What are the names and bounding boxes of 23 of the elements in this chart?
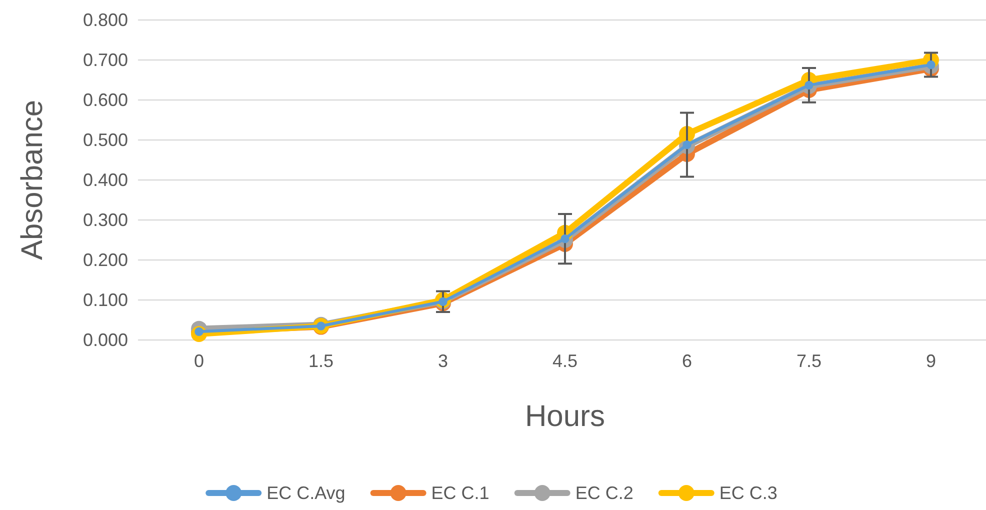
- y-tick-label: 0.800: [82, 10, 128, 30]
- y-tick-label: 0.400: [82, 170, 128, 190]
- x-tick-label: 9: [926, 350, 936, 371]
- legend-label: EC C.1: [431, 483, 490, 503]
- legend-label: EC C.2: [575, 483, 634, 503]
- y-axis-title: Absorbance: [16, 100, 49, 260]
- x-tick-label: 0: [194, 350, 204, 371]
- x-axis-title: Hours: [524, 400, 606, 433]
- x-tick-label: 7.5: [796, 350, 822, 371]
- x-tick-label: 6: [682, 350, 692, 371]
- x-tick-label: 3: [438, 350, 448, 371]
- y-tick-label: 0.500: [82, 130, 128, 150]
- x-tick-label: 1.5: [308, 350, 334, 371]
- x-tick-label: 4.5: [552, 350, 578, 371]
- y-tick-label: 0.600: [82, 90, 128, 110]
- y-tick-label: 0.700: [82, 50, 128, 70]
- y-tick-label: 0.000: [82, 330, 128, 350]
- point: [804, 80, 814, 90]
- y-tick-label: 0.100: [82, 290, 128, 310]
- y-tick-label: 0.200: [82, 250, 128, 270]
- legend-label: EC C.Avg: [266, 483, 346, 503]
- legend-label: EC C.3: [719, 483, 778, 503]
- y-tick-label: 0.300: [82, 210, 128, 230]
